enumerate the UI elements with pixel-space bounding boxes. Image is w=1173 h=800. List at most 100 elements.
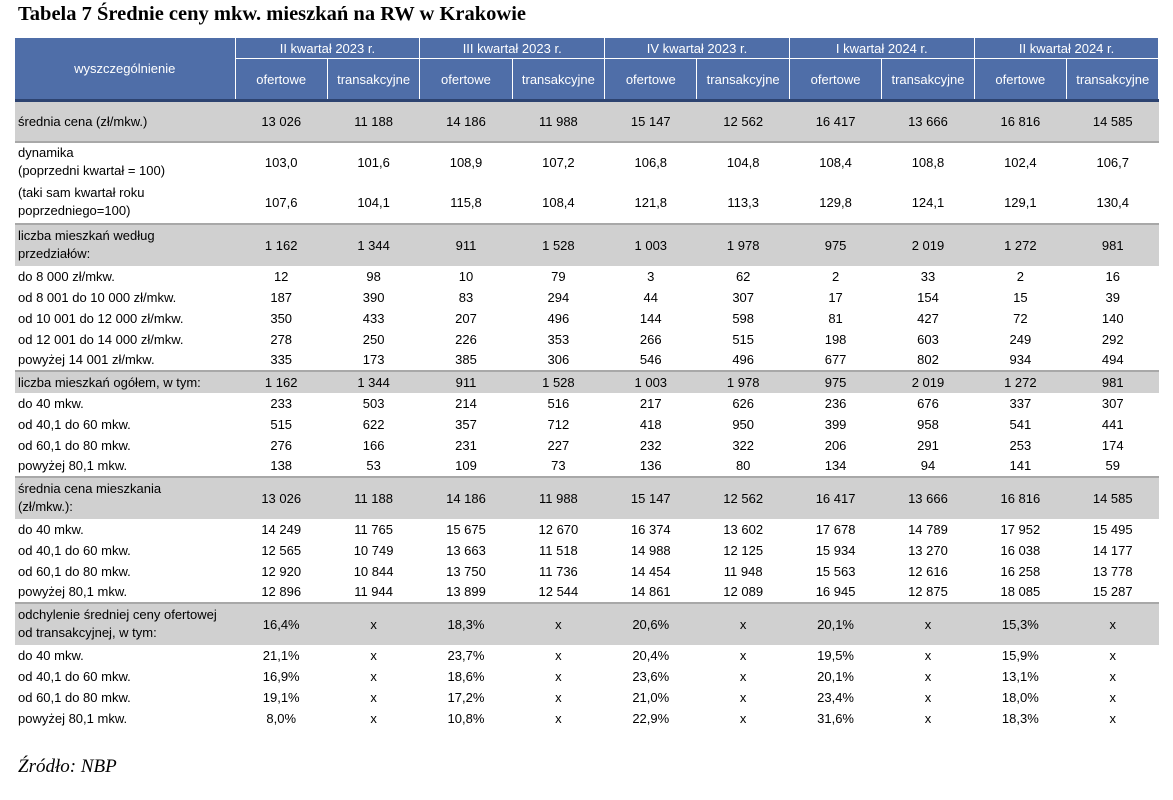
table-row: od 40,1 do 60 mkw. 12 565 10 749 13 663 11 5…: [15, 540, 1159, 561]
cell-offer: 115,8: [450, 194, 482, 210]
cell-offer: 121,8: [634, 194, 668, 210]
cell-transaction: 11 188: [327, 475, 420, 519]
cell-transaction: 1 344: [327, 222, 420, 266]
cell-offer: 14 249: [261, 521, 302, 537]
cell-offer: 350: [270, 310, 293, 326]
cell-transaction: x: [924, 668, 932, 684]
cell-offer: 198: [824, 331, 847, 347]
cell-offer: 232: [639, 437, 662, 453]
table-row: do 40 mkw. 233 503 214 516 217 626 236 676 337 307: [15, 393, 1159, 414]
cell-offer: 144: [639, 310, 662, 326]
cell-transaction: 101,6: [327, 140, 420, 182]
cell-transaction: 981: [1066, 369, 1159, 393]
cell-transaction: 73: [551, 458, 566, 473]
cell-offer: 23,4%: [817, 689, 854, 705]
cell-transaction: 12 616: [908, 563, 948, 579]
cell-offer: 19,1%: [262, 689, 300, 705]
cell-transaction: x: [555, 689, 562, 705]
cell-transaction: x: [924, 647, 932, 663]
table-row: od 40,1 do 60 mkw. 16,9% x 18,6% x 23,6% x 20,1…: [15, 666, 1159, 687]
cell-transaction: 13 666: [881, 99, 975, 142]
cell-offer: 18,3%: [1001, 710, 1039, 726]
row-label: od 60,1 do 80 mkw.: [18, 437, 131, 453]
cell-offer: 107,6: [264, 194, 298, 210]
cell-transaction: 10 749: [353, 542, 394, 558]
cell-transaction: 12 670: [538, 521, 579, 537]
cell-transaction: x: [696, 601, 790, 645]
row-label: powyżej 80,1 mkw.: [18, 710, 128, 726]
cell-transaction: 950: [732, 416, 755, 432]
cell-transaction: x: [370, 710, 377, 726]
cell-transaction: 390: [362, 289, 385, 305]
cell-offer: 233: [270, 395, 293, 411]
cell-offer: 15,9%: [1001, 647, 1039, 663]
cell-offer: 16,4%: [235, 601, 328, 645]
cell-offer: 16 038: [1000, 542, 1041, 558]
cell-transaction: 13 666: [881, 475, 975, 519]
cell-transaction: 107,2: [512, 140, 605, 182]
cell-offer: 14 186: [419, 99, 513, 142]
cell-transaction: 10 844: [353, 563, 394, 579]
cell-offer: 21,0%: [632, 689, 670, 705]
cell-offer: 253: [1009, 437, 1032, 453]
cell-offer: 83: [458, 289, 474, 305]
cell-offer: 129,1: [1004, 194, 1037, 210]
table-row: do 40 mkw. 14 249 11 765 15 675 12 670 16 374…: [15, 519, 1159, 540]
cell-offer: 14 861: [630, 584, 671, 599]
cell-offer: 102,4: [974, 140, 1067, 182]
cell-transaction: 515: [732, 331, 755, 347]
cell-transaction: 981: [1066, 222, 1159, 266]
cell-transaction: 98: [366, 268, 381, 284]
cell-offer: 236: [824, 395, 847, 411]
cell-offer: 31,6%: [817, 710, 854, 726]
cell-offer: 266: [639, 331, 662, 347]
cell-offer: 187: [270, 289, 293, 305]
table-body: średnia cena (zł/mkw.) 13 026 11 188 14 186…: [15, 99, 1159, 729]
cell-offer: 13 750: [446, 563, 486, 579]
cell-offer: 20,1%: [817, 668, 854, 684]
table-row: od 60,1 do 80 mkw. 276 166 231 227 232 322 206 2…: [15, 435, 1159, 456]
cell-transaction: 14 585: [1066, 475, 1159, 519]
row-label: średnia cena (zł/mkw.): [15, 99, 235, 142]
cell-transaction: 140: [1101, 310, 1124, 326]
row-label: od 60,1 do 80 mkw.: [18, 563, 131, 579]
cell-offer: 17 952: [1000, 521, 1041, 537]
row-label: odchylenie średniej ceny ofertowej od tra…: [15, 601, 235, 645]
cell-offer: 1 162: [235, 369, 328, 393]
cell-transaction: 14 585: [1066, 99, 1159, 142]
cell-offer: 44: [643, 289, 658, 305]
table-row: od 10 001 do 12 000 zł/mkw. 350 433 207 496 1…: [15, 308, 1159, 329]
cell-transaction: 13 270: [908, 542, 948, 558]
header-sub-offer: ofertowe: [789, 58, 883, 102]
row-label: od 12 001 do 14 000 zł/mkw.: [18, 331, 184, 347]
row-label: od 60,1 do 80 mkw.: [18, 689, 131, 705]
cell-offer: 515: [270, 416, 293, 432]
cell-transaction: 1 344: [327, 369, 420, 393]
cell-offer: 16 417: [789, 475, 882, 519]
cell-offer: 22,9%: [632, 710, 670, 726]
cell-offer: 1 272: [974, 222, 1067, 266]
cell-offer: 141: [1009, 458, 1032, 473]
header-sub-transaction: transakcyjne: [512, 58, 606, 102]
cell-offer: 385: [455, 352, 477, 367]
cell-offer: 134: [824, 458, 847, 473]
cell-transaction: x: [1109, 668, 1117, 684]
cell-transaction: 306: [547, 352, 570, 367]
cell-transaction: 2 019: [881, 369, 975, 393]
cell-transaction: 15 287: [1092, 584, 1133, 599]
cell-transaction: 62: [735, 268, 751, 284]
header-quarter: IV kwartał 2023 r.: [604, 38, 790, 59]
row-label: od 10 001 do 12 000 zł/mkw.: [18, 310, 184, 326]
cell-transaction: 11 988: [512, 475, 605, 519]
cell-offer: 20,1%: [789, 601, 882, 645]
cell-offer: 15: [1013, 289, 1028, 305]
cell-offer: 138: [270, 458, 293, 473]
table-row: liczba mieszkań według przedziałów: 1 162 1…: [15, 222, 1159, 266]
table-row: (taki sam kwartał roku poprzedniego=100) 1…: [15, 182, 1159, 224]
cell-transaction: 12 089: [723, 584, 764, 599]
cell-offer: 136: [639, 458, 662, 473]
cell-transaction: 59: [1105, 458, 1120, 473]
cell-offer: 10: [458, 268, 474, 284]
row-label: liczba mieszkań ogółem, w tym:: [15, 369, 235, 393]
cell-offer: 21,1%: [262, 647, 300, 663]
